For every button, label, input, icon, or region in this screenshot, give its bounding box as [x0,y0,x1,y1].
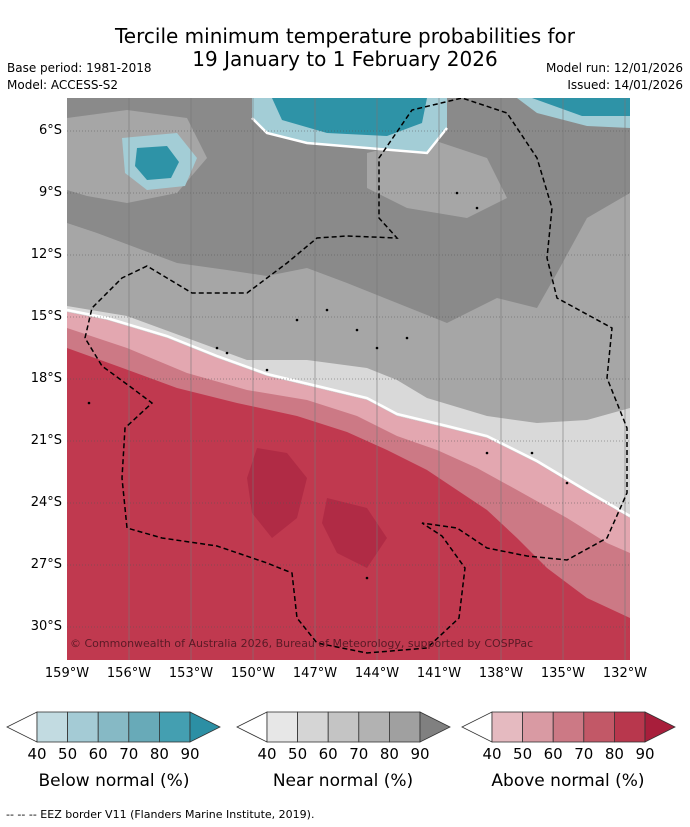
map-panel: © Commonwealth of Australia 2026, Bureau… [66,97,631,660]
lon-label-144w: 144°W [354,666,400,681]
issued-text: Issued: 14/01/2026 [567,78,683,92]
near-tick-90: 90 [410,745,430,763]
near-normal-title: Near normal (%) [272,771,414,791]
above-normal-peak-patch [247,448,307,538]
above-tick-90: 90 [635,745,655,763]
above-normal-swatch-6 [644,711,676,743]
above-normal-swatch-1 [491,711,524,743]
near-normal-swatch-3 [327,711,360,743]
lon-label-135w: 135°W [540,666,586,681]
near-normal-swatch-6 [419,711,451,743]
eez-border [84,97,628,654]
above-tick-60: 60 [543,745,563,763]
lat-label-18s: 18°S [30,371,62,386]
near-tick-60: 60 [318,745,338,763]
below-normal-swatch-4 [128,711,160,743]
above-normal-colorbar [461,711,676,743]
below-normal-swatch-0 [6,711,38,743]
below-normal-swatch-3 [97,711,130,743]
lon-label-147w: 147°W [292,666,338,681]
near-normal-swatch-5 [388,711,421,743]
above-normal-swatch-2 [522,711,554,743]
above-tick-80: 80 [604,745,624,763]
lon-label-138w: 138°W [478,666,524,681]
lon-label-150w: 150°W [230,666,276,681]
near-normal-swatch-0 [236,711,268,743]
forty-percent-contour [66,308,631,518]
lat-label-27s: 27°S [30,557,62,572]
lat-label-30s: 30°S [30,619,62,634]
copyright-credit: © Commonwealth of Australia 2026, Bureau… [70,637,534,650]
model-text: Model: ACCESS-S2 [7,78,119,92]
model-run-text: Model run: 12/01/2026 [545,61,683,75]
graticule [67,130,630,628]
near-tick-50: 50 [288,745,308,763]
lat-label-6s: 6°S [38,123,62,138]
meridians [128,98,626,660]
lon-label-132w: 132°W [602,666,648,681]
above-normal-swatch-5 [614,711,646,743]
probability-map [66,97,631,660]
lon-label-159w: 159°W [44,666,90,681]
near-tick-40: 40 [257,745,277,763]
below-normal-swatch-5 [158,711,191,743]
below-tick-70: 70 [119,745,139,763]
above-normal-swatch-4 [583,711,615,743]
near-normal-swatch-1 [266,711,299,743]
above-tick-70: 70 [574,745,594,763]
base-period-text: Base period: 1981-2018 [7,61,152,75]
below-normal-swatch-1 [36,711,69,743]
below-normal-northeast-strong [532,98,630,116]
below-tick-50: 50 [58,745,78,763]
chart-title-line1: Tercile minimum temperature probabilitie… [114,24,576,48]
lat-label-15s: 15°S [30,309,62,324]
legend-colorbars [6,711,676,743]
near-tick-70: 70 [349,745,369,763]
above-normal-title: Above normal (%) [491,771,645,791]
below-normal-swatch-2 [67,711,99,743]
below-tick-80: 80 [149,745,169,763]
eez-footnote: -- -- -- EEZ border V11 (Flanders Marine… [6,808,315,821]
lat-label-12s: 12°S [30,247,62,262]
below-normal-patch-strong [135,146,179,180]
lat-label-24s: 24°S [30,495,62,510]
below-normal-title: Below normal (%) [38,771,190,791]
near-normal-colorbar [236,711,451,743]
lat-label-21s: 21°S [30,433,62,448]
above-tick-40: 40 [482,745,502,763]
lon-label-141w: 141°W [416,666,462,681]
above-normal-swatch-3 [552,711,585,743]
near-normal-mid-patch-2 [367,138,507,218]
above-normal-peak-patch-2 [322,498,387,568]
below-normal-swatch-6 [189,711,221,743]
near-normal-dark-region [67,98,630,323]
above-tick-50: 50 [513,745,533,763]
lat-label-9s: 9°S [38,185,62,200]
chart-title-line2: 19 January to 1 February 2026 [192,47,498,71]
below-normal-colorbar [6,711,221,743]
islands [87,191,569,580]
lon-label-156w: 156°W [106,666,152,681]
below-tick-90: 90 [180,745,200,763]
near-normal-swatch-2 [297,711,329,743]
below-normal-north-strong [272,98,427,136]
lon-label-153w: 153°W [168,666,214,681]
above-normal-swatch-0 [461,711,493,743]
below-tick-60: 60 [88,745,108,763]
forty-percent-contour-north [251,117,448,155]
below-tick-40: 40 [27,745,47,763]
near-tick-80: 80 [379,745,399,763]
near-normal-swatch-4 [358,711,390,743]
